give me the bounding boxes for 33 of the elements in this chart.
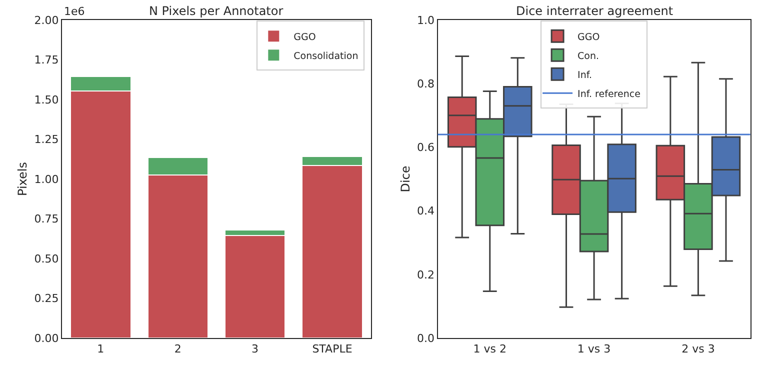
y-tick-label: 0.75 [34,212,59,226]
x-tick-label: 3 [252,342,259,356]
chart-title: N Pixels per Annotator [149,4,284,18]
legend-label: Con. [578,50,600,62]
y-tick-label: 0.4 [417,204,434,218]
y-tick-label: 0.2 [417,268,434,282]
y-tick-label: 0.0 [417,332,434,345]
y-tick-label: 1.75 [34,54,59,67]
x-tick-label: 2 vs 3 [682,342,715,356]
text: 1e6 [64,5,85,18]
y-tick-label: 1.0 [417,14,434,27]
y-tick-label: 0.50 [34,252,59,266]
y-tick-label: 0.6 [417,141,434,154]
y-tick-label: 0.00 [34,332,59,345]
y-tick-label: 1.50 [34,93,59,106]
legend-label: GGO [294,32,316,43]
y-axis-title: Pixels [16,162,30,196]
legend-label: Consolidation [294,50,358,62]
y-tick-label: 0.25 [34,292,59,306]
chart-title: Dice interrater agreement [516,4,674,18]
x-tick-label: STAPLE [312,342,352,356]
x-tick-label: 1 [97,342,104,356]
legend-label: GGO [578,32,600,43]
y-tick-label: 1.00 [34,172,59,186]
y-tick-label: 2.00 [34,14,59,27]
x-tick-label: 1 vs 3 [577,342,611,356]
x-tick-label: 1 vs 2 [473,342,506,356]
y-axis-title: Dice [398,166,412,192]
legend-label: Inf. reference [578,88,641,100]
y-tick-label: 1.25 [34,133,59,146]
legend-label: Inf. [578,70,592,81]
y-tick-label: 0.8 [417,77,434,90]
x-tick-label: 2 [174,342,182,356]
